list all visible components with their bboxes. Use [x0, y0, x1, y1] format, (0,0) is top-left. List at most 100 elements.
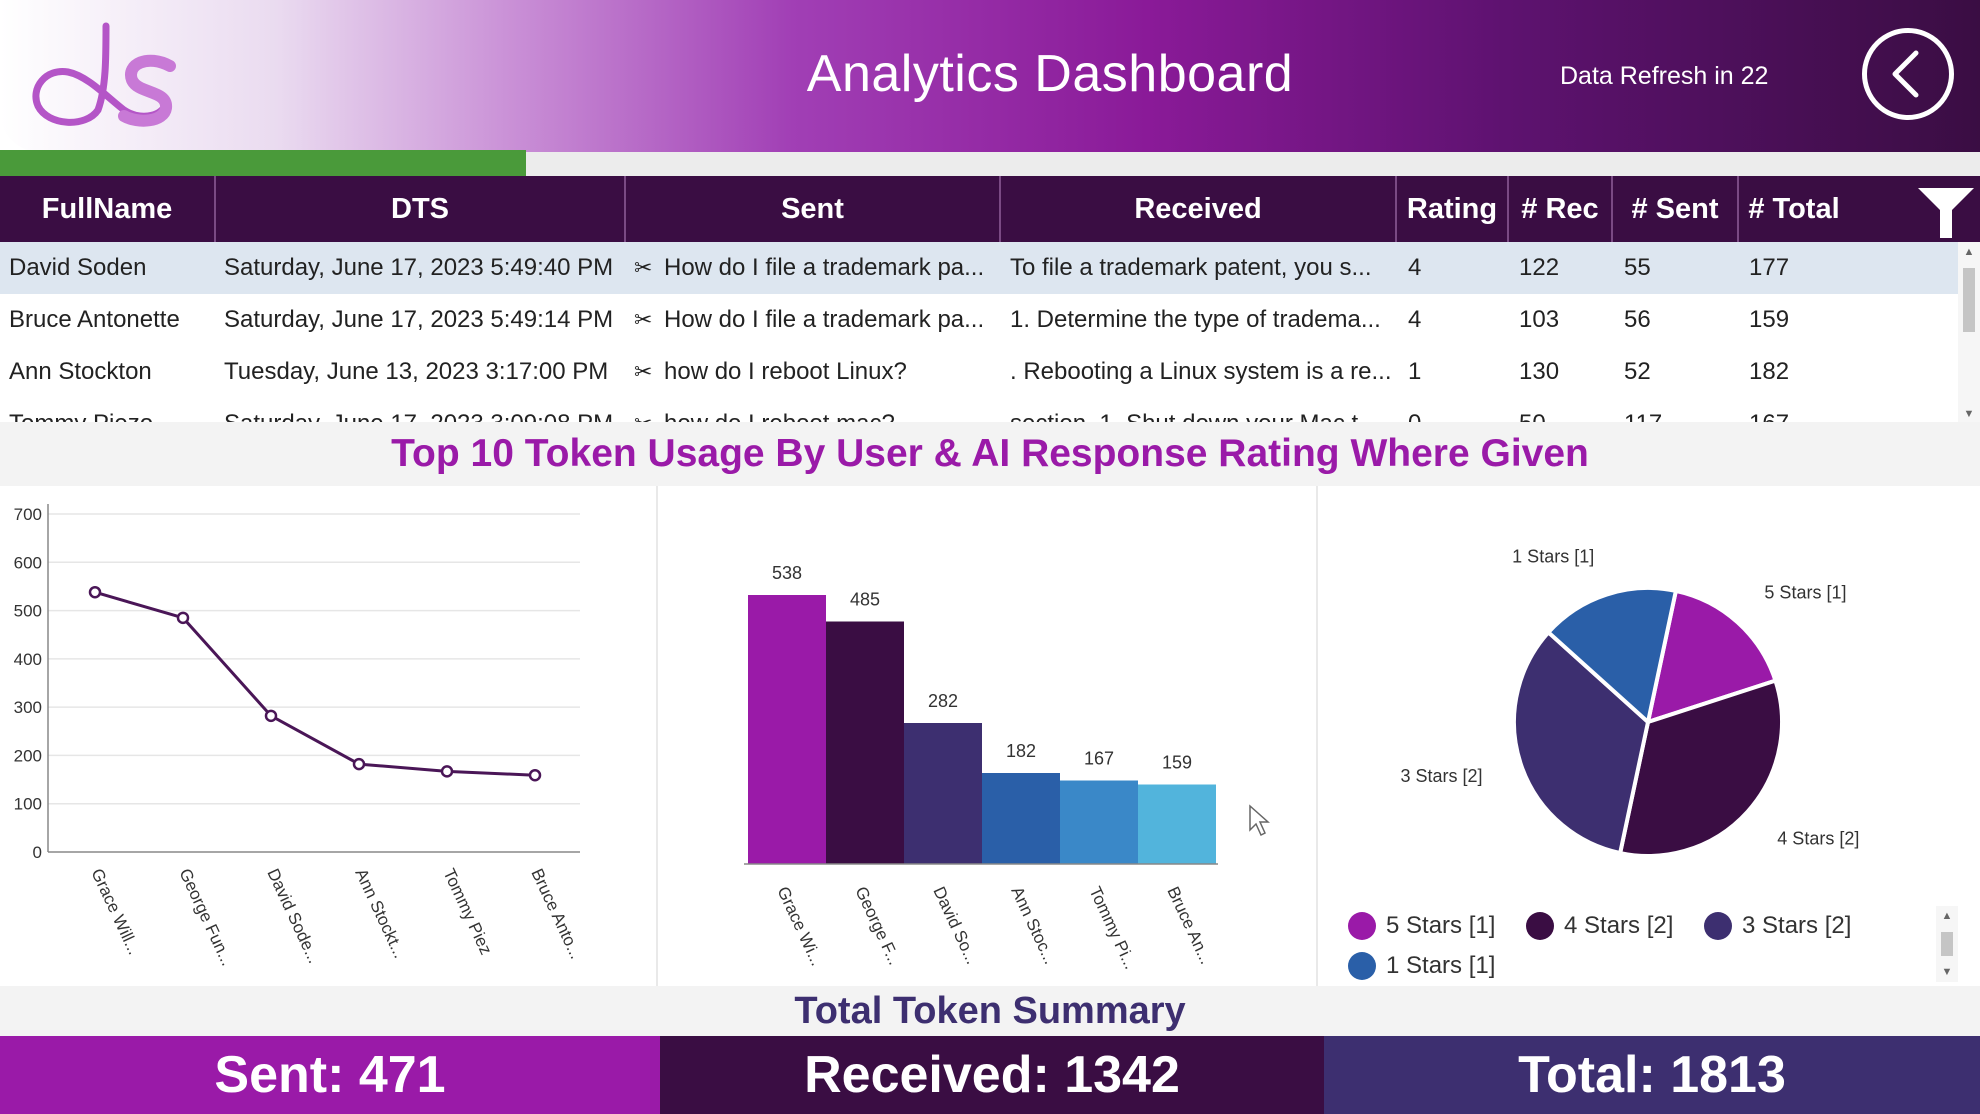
ds-logo	[32, 22, 176, 127]
series-line	[94, 590, 536, 777]
scissors-icon: ✂	[634, 411, 653, 424]
cell-rating: 0	[1408, 410, 1422, 424]
pie-slice[interactable]	[1617, 678, 1784, 858]
bar[interactable]	[904, 723, 982, 864]
y-tick-label: 500	[14, 602, 42, 621]
back-button[interactable]	[1862, 28, 1954, 120]
table-row[interactable]: Tommy Piezo Saturday, June 17, 2023 3:09…	[0, 398, 1958, 424]
cell-sent: how do I reboot mac?	[664, 410, 895, 424]
x-tick-label: David Sode...	[263, 866, 323, 967]
bar[interactable]	[748, 595, 826, 864]
cell-sent: How do I file a trademark pa...	[664, 254, 985, 281]
x-tick-label: Tommy Piez	[439, 866, 495, 958]
data-point[interactable]	[440, 765, 454, 778]
legend-label: 1 Stars [1]	[1386, 952, 1496, 979]
y-tick-label: 300	[14, 698, 42, 717]
scroll-thumb[interactable]	[1941, 932, 1953, 956]
x-tick-label: Ann Stockt...	[351, 866, 409, 961]
filter-icon[interactable]	[1918, 188, 1974, 238]
cell-rating: 1	[1408, 358, 1422, 385]
data-label: 182	[1006, 741, 1036, 761]
column-header-total[interactable]: # Total	[1748, 193, 1840, 225]
pie-slice[interactable]	[1545, 586, 1679, 726]
column-header-sent-count[interactable]: # Sent	[1613, 176, 1739, 242]
x-tick-label: George F...	[851, 884, 904, 968]
table-scrollbar[interactable]: ▲ ▼	[1958, 242, 1980, 424]
legend-item-3-stars[interactable]: 3 Stars [2]	[1704, 912, 1851, 940]
cell-total: 182	[1749, 358, 1790, 385]
data-label: 485	[850, 590, 880, 610]
bar[interactable]	[982, 773, 1060, 864]
mouse-cursor-icon	[1249, 804, 1270, 837]
cell-sent: How do I file a trademark pa...	[664, 306, 985, 333]
cell-received: 1. Determine the type of tradema...	[1010, 306, 1381, 333]
column-header-received[interactable]: Received	[1001, 176, 1397, 242]
table-row[interactable]: David Soden Saturday, June 17, 2023 5:49…	[0, 242, 1958, 294]
data-point[interactable]	[176, 611, 190, 625]
bar[interactable]	[1060, 780, 1138, 865]
scroll-up-icon[interactable]: ▲	[1963, 246, 1975, 258]
header-divider	[526, 152, 1980, 176]
scroll-down-icon[interactable]: ▼	[1941, 966, 1953, 978]
pie-slice[interactable]	[1512, 629, 1651, 856]
data-point[interactable]	[264, 709, 278, 723]
data-point[interactable]	[352, 757, 366, 771]
column-header-dts[interactable]: DTS	[216, 176, 626, 242]
table-row[interactable]: Ann Stockton Tuesday, June 13, 2023 3:17…	[0, 346, 1958, 398]
scroll-down-icon[interactable]: ▼	[1963, 408, 1975, 420]
cell-rec: 103	[1519, 306, 1560, 333]
scissors-icon: ✂	[634, 307, 653, 332]
legend-item-4-stars[interactable]: 4 Stars [2]	[1526, 912, 1673, 940]
table-row[interactable]: Bruce Antonette Saturday, June 17, 2023 …	[0, 294, 1958, 346]
bar[interactable]	[826, 621, 904, 865]
cell-total: 159	[1749, 306, 1790, 333]
cell-received: To file a trademark patent, you s...	[1010, 254, 1372, 281]
x-tick-label: David So...	[929, 884, 981, 967]
summary-grand-total: Total: 1813	[1324, 1036, 1980, 1114]
legend-swatch	[1348, 952, 1376, 980]
summary-received-total: Received: 1342	[660, 1036, 1324, 1114]
table-body: David Soden Saturday, June 17, 2023 5:49…	[0, 242, 1958, 424]
cell-received: . Rebooting a Linux system is a re...	[1010, 358, 1392, 385]
legend-item-1-stars[interactable]: 1 Stars [1]	[1348, 952, 1495, 980]
slice-label: 4 Stars [2]	[1777, 828, 1859, 848]
x-tick-label: Bruce Anto...	[527, 866, 585, 962]
y-tick-label: 100	[14, 795, 42, 814]
legend-swatch	[1526, 912, 1554, 940]
cell-sent-count: 52	[1624, 358, 1651, 385]
bar[interactable]	[1138, 784, 1216, 865]
scroll-up-icon[interactable]: ▲	[1941, 910, 1953, 922]
chevron-left-icon	[1892, 50, 1919, 98]
column-header-sent[interactable]: Sent	[626, 176, 1001, 242]
summary-sent-total: Sent: 471	[0, 1036, 660, 1114]
x-tick-label: Bruce An...	[1163, 884, 1215, 967]
x-tick-label: George Fun...	[175, 866, 237, 969]
cell-dts: Saturday, June 17, 2023 5:49:14 PM	[224, 306, 614, 333]
cell-sent: how do I reboot Linux?	[664, 358, 907, 385]
pie-chart-panel: 5 Stars [1] 4 Stars [2] 3 Stars [2] 1 Stars…	[1320, 486, 1980, 986]
legend-scrollbar[interactable]: ▲ ▼	[1936, 906, 1958, 982]
legend-label: 4 Stars [2]	[1564, 912, 1674, 939]
section-title: Top 10 Token Usage By User & AI Response…	[0, 422, 1980, 486]
cell-sent-count: 56	[1624, 306, 1651, 333]
bar-chart: 538 Grace Wi... 485 George F... 282 David So.…	[744, 563, 1218, 972]
column-header-rec[interactable]: # Rec	[1509, 176, 1613, 242]
y-tick-label: 600	[14, 553, 42, 572]
scissors-icon: ✂	[634, 255, 653, 280]
scissors-icon: ✂	[634, 359, 653, 384]
cell-total: 167	[1749, 410, 1790, 424]
x-tick-label: Grace Will...	[87, 866, 143, 958]
data-point[interactable]	[528, 768, 542, 782]
legend-item-5-stars[interactable]: 5 Stars [1]	[1348, 912, 1495, 940]
cell-received: section. 1. Shut down your Mac t...	[1010, 410, 1379, 424]
slice-label: 1 Stars [1]	[1512, 547, 1594, 567]
cell-rating: 4	[1408, 306, 1422, 333]
column-header-fullname[interactable]: FullName	[0, 176, 216, 242]
column-header-rating[interactable]: Rating	[1397, 176, 1509, 242]
scroll-thumb[interactable]	[1963, 268, 1975, 332]
data-point[interactable]	[88, 585, 102, 599]
x-tick-label: Ann Stoc...	[1007, 884, 1059, 967]
cell-total: 177	[1749, 254, 1790, 281]
header-banner: Analytics Dashboard Data Refresh in 22	[0, 0, 1980, 152]
